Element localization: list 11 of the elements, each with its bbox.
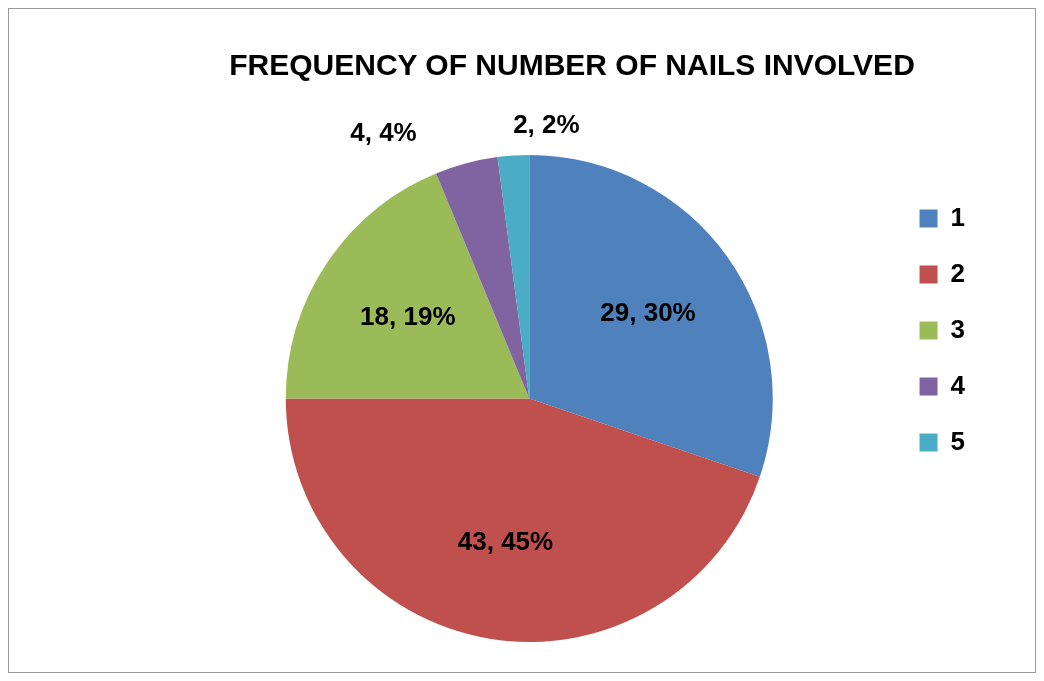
data-label: 18, 19% bbox=[360, 300, 456, 331]
data-label: 43, 45% bbox=[457, 525, 554, 556]
legend-label: 3 bbox=[950, 313, 966, 344]
data-label: 29, 30% bbox=[600, 296, 696, 327]
legend-label: 4 bbox=[950, 369, 966, 400]
legend-label: 1 bbox=[950, 201, 966, 232]
data-label: 4, 4% bbox=[350, 117, 417, 148]
data-label: 2, 2% bbox=[513, 108, 580, 139]
chart-title: FREQUENCY OF NUMBER OF NAILS INVOLVED bbox=[229, 48, 915, 82]
legend-label: 2 bbox=[950, 257, 966, 288]
legend-label: 5 bbox=[950, 425, 966, 456]
